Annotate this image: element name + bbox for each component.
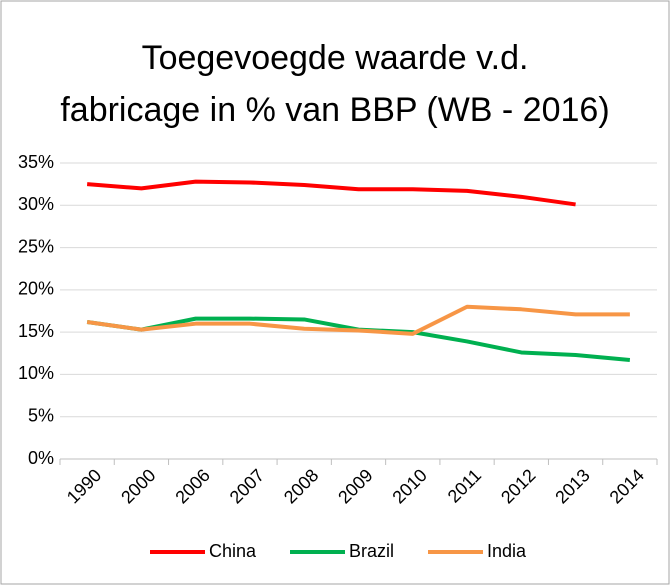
y-tick-label: 25% xyxy=(18,236,54,256)
chart-title: fabricage in % van BBP (WB - 2016) xyxy=(60,91,609,129)
chart-title: Toegevoegde waarde v.d. xyxy=(142,39,529,77)
y-tick-label: 30% xyxy=(18,194,54,214)
y-tick-label: 15% xyxy=(18,321,54,341)
y-tick-label: 20% xyxy=(18,279,54,299)
legend-label: Brazil xyxy=(349,541,394,561)
y-tick-label: 0% xyxy=(28,448,54,468)
legend-label: China xyxy=(209,541,257,561)
series-line xyxy=(86,304,630,336)
legend-label: India xyxy=(487,541,527,561)
series-line xyxy=(86,179,576,207)
y-tick-label: 35% xyxy=(18,152,54,172)
y-tick-label: 5% xyxy=(28,405,54,425)
y-tick-label: 10% xyxy=(18,363,54,383)
